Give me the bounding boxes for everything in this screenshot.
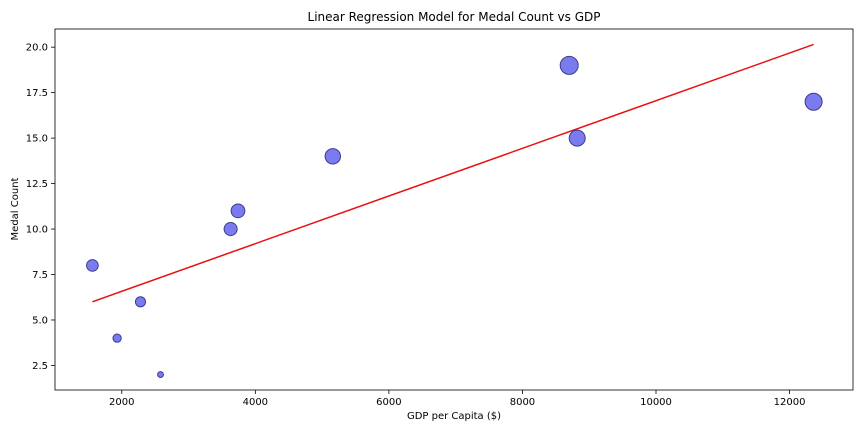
chart-title: Linear Regression Model for Medal Count … xyxy=(308,10,601,24)
y-axis: 2.5 5.0 7.5 10.0 12.5 15.0 17.5 20.0 xyxy=(26,43,55,372)
data-point-2 xyxy=(112,333,122,343)
y-tick-label: 12.5 xyxy=(26,179,48,190)
plot-frame xyxy=(54,28,854,391)
x-axis: 2000 4000 6000 8000 10000 12000 xyxy=(109,390,805,408)
x-tick-label: 4000 xyxy=(243,397,268,408)
y-tick-label: 15.0 xyxy=(26,134,48,145)
x-tick-label: 6000 xyxy=(376,397,401,408)
y-tick-label: 10.0 xyxy=(26,225,48,236)
y-tick-label: 7.5 xyxy=(32,270,48,281)
y-tick-label: 2.5 xyxy=(32,361,48,372)
x-tick-label: 10000 xyxy=(640,397,672,408)
data-point-3 xyxy=(134,296,147,308)
x-axis-label: GDP per Capita ($) xyxy=(407,411,501,422)
x-tick-label: 12000 xyxy=(774,397,806,408)
x-tick-label: 2000 xyxy=(109,397,134,408)
data-point-5 xyxy=(223,222,238,237)
x-tick-label: 8000 xyxy=(510,397,535,408)
y-axis-label: Medal Count xyxy=(10,177,21,240)
y-tick-label: 17.5 xyxy=(26,88,48,99)
y-tick-label: 20.0 xyxy=(26,43,48,54)
data-point-10 xyxy=(804,92,823,111)
plot-content xyxy=(86,43,823,378)
data-point-8 xyxy=(559,55,579,75)
data-point-1 xyxy=(86,259,99,272)
data-point-6 xyxy=(230,203,246,219)
y-tick-label: 5.0 xyxy=(32,315,48,326)
regression-line xyxy=(92,43,814,303)
data-point-4 xyxy=(157,371,164,378)
data-point-9 xyxy=(568,129,586,147)
data-point-7 xyxy=(324,148,342,165)
